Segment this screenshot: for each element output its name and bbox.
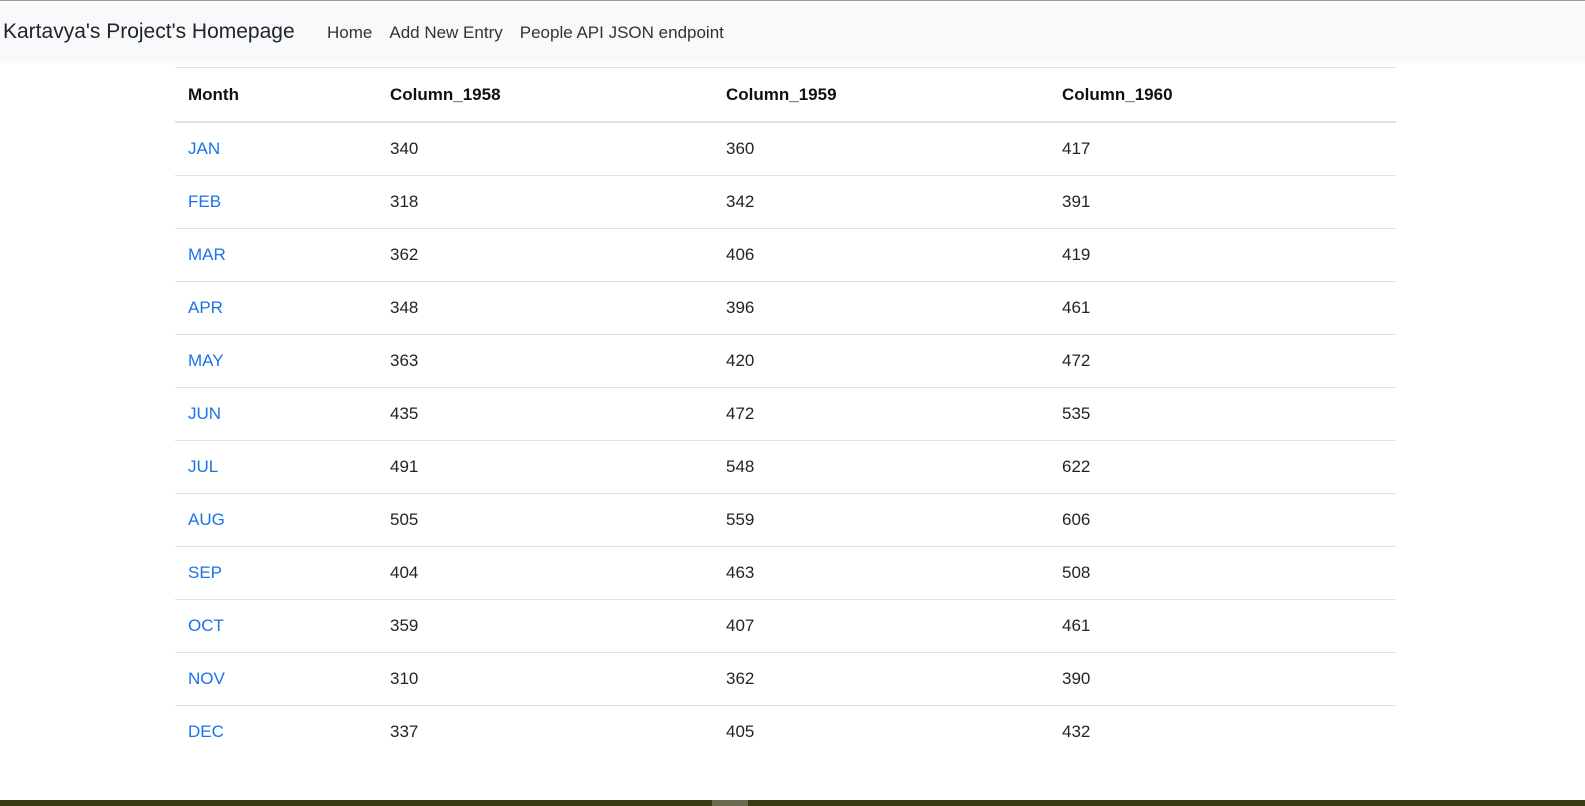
data-table-container: Month Column_1958 Column_1959 Column_196… <box>175 67 1396 758</box>
nav-links: Home Add New Entry People API JSON endpo… <box>327 23 741 43</box>
value-cell: 362 <box>377 228 713 282</box>
month-link[interactable]: MAR <box>188 245 226 264</box>
table-row: MAR 362 406 419 <box>175 228 1396 282</box>
value-cell: 491 <box>377 440 713 494</box>
value-cell: 622 <box>1049 440 1396 494</box>
value-cell: 348 <box>377 281 713 335</box>
value-cell: 407 <box>713 599 1049 653</box>
value-cell: 363 <box>377 334 713 388</box>
value-cell: 390 <box>1049 652 1396 706</box>
month-cell: MAR <box>175 228 377 282</box>
month-cell: OCT <box>175 599 377 653</box>
value-cell: 310 <box>377 652 713 706</box>
value-cell: 396 <box>713 281 1049 335</box>
header-row: Month Column_1958 Column_1959 Column_196… <box>175 68 1396 123</box>
month-link[interactable]: DEC <box>188 722 224 741</box>
month-link[interactable]: APR <box>188 298 223 317</box>
month-cell: JAN <box>175 122 377 176</box>
month-link[interactable]: MAY <box>188 351 224 370</box>
month-cell: JUN <box>175 387 377 441</box>
table-row: FEB 318 342 391 <box>175 175 1396 229</box>
nav-home-link[interactable]: Home <box>327 23 373 42</box>
month-cell: DEC <box>175 706 377 759</box>
value-cell: 463 <box>713 546 1049 600</box>
month-link[interactable]: OCT <box>188 616 224 635</box>
value-cell: 461 <box>1049 281 1396 335</box>
value-cell: 405 <box>726 722 755 741</box>
value-cell: 342 <box>713 175 1049 229</box>
table-row: OCT 359 407 461 <box>175 599 1396 653</box>
value-cell: 420 <box>713 334 1049 388</box>
table-row: JUL 491 548 622 <box>175 440 1396 494</box>
header-month: Month <box>175 68 377 123</box>
month-cell: JUL <box>175 440 377 494</box>
value-cell: 340 <box>377 122 713 176</box>
value-cell: 417 <box>1049 122 1396 176</box>
value-cell: 472 <box>713 387 1049 441</box>
value-cell: 360 <box>713 122 1049 176</box>
data-table: Month Column_1958 Column_1959 Column_196… <box>175 68 1396 758</box>
header-column-1960: Column_1960 <box>1049 68 1396 123</box>
table-header: Month Column_1958 Column_1959 Column_196… <box>175 68 1396 123</box>
month-cell: FEB <box>175 175 377 229</box>
nav-people-api-link[interactable]: People API JSON endpoint <box>519 23 724 42</box>
value-cell: 535 <box>1049 387 1396 441</box>
month-link[interactable]: JUL <box>188 457 219 476</box>
value-cell: 548 <box>713 440 1049 494</box>
table-row: AUG 505 559 606 <box>175 493 1396 547</box>
month-link[interactable]: FEB <box>188 192 222 211</box>
month-link[interactable]: AUG <box>188 510 225 529</box>
table-row: MAY 363 420 472 <box>175 334 1396 388</box>
value-cell: 404 <box>377 546 713 600</box>
month-link[interactable]: SEP <box>188 563 223 582</box>
table-row: APR 348 396 461 <box>175 281 1396 335</box>
navbar: Kartavya's Project's Homepage Home Add N… <box>0 1 1585 63</box>
month-cell: MAY <box>175 334 377 388</box>
month-link[interactable]: JUN <box>188 404 222 423</box>
month-cell: SEP <box>175 546 377 600</box>
table-body: JAN 340 360 417 FEB 318 342 391 MAR 362 406 419 APR 3… <box>175 122 1396 758</box>
value-cell: 508 <box>1049 546 1396 600</box>
month-link[interactable]: NOV <box>188 669 225 688</box>
header-column-1958: Column_1958 <box>377 68 713 123</box>
month-cell: APR <box>175 281 377 335</box>
header-column-1959: Column_1959 <box>713 68 1049 123</box>
footer-scroll-mark <box>712 800 748 806</box>
value-cell: 606 <box>1049 493 1396 547</box>
nav-add-entry-link[interactable]: Add New Entry <box>389 23 503 42</box>
value-cell: 461 <box>1049 599 1396 653</box>
table-row: SEP 404 463 508 <box>175 546 1396 600</box>
value-cell: 337 <box>390 722 419 741</box>
value-cell: 435 <box>377 387 713 441</box>
value-cell: 472 <box>1049 334 1396 388</box>
value-cell: 406 <box>713 228 1049 282</box>
value-cell: 505 <box>377 493 713 547</box>
month-cell: AUG <box>175 493 377 547</box>
value-cell: 359 <box>377 599 713 653</box>
brand-link[interactable]: Kartavya's Project's Homepage <box>3 20 295 43</box>
footer-bar <box>0 800 1585 806</box>
table-row: JAN 340 360 417 <box>175 122 1396 176</box>
month-link[interactable]: JAN <box>188 139 221 158</box>
value-cell: 318 <box>377 175 713 229</box>
table-row: NOV 310 362 390 <box>175 652 1396 706</box>
value-cell: 362 <box>713 652 1049 706</box>
month-cell: NOV <box>175 652 377 706</box>
value-cell: 391 <box>1049 175 1396 229</box>
table-row: JUN 435 472 535 <box>175 387 1396 441</box>
value-cell: 432 <box>1062 722 1091 741</box>
table-row: DEC 337 405 432 <box>175 706 1396 759</box>
value-cell: 559 <box>713 493 1049 547</box>
value-cell: 419 <box>1049 228 1396 282</box>
top-border <box>0 0 1585 1</box>
